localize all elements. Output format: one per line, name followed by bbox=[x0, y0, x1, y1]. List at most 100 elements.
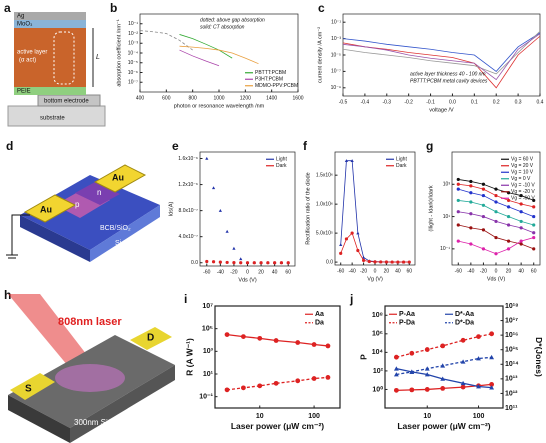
legend-label: Vg = -20 V bbox=[511, 189, 535, 195]
y-axis-label: P bbox=[358, 354, 368, 360]
y-tick-label: 10⁻¹ bbox=[440, 246, 450, 252]
x-axis-label: Vds (V) bbox=[487, 276, 506, 282]
x-tick-label: -0.5 bbox=[339, 99, 348, 105]
series-line bbox=[342, 33, 541, 81]
data-marker bbox=[532, 247, 536, 251]
legend-label: Vg = 0 V bbox=[511, 176, 531, 182]
y2-tick-label: 10¹⁴ bbox=[505, 361, 519, 368]
x-tick-label: 40 bbox=[272, 269, 278, 275]
y-tick-label: 1.6x10⁻⁶ bbox=[178, 156, 198, 162]
y-tick-label: 10⁵ bbox=[202, 326, 213, 333]
series-line bbox=[226, 376, 329, 391]
x-tick-label: 400 bbox=[136, 95, 145, 101]
legend-label: MDMO-PPV:PCBM bbox=[255, 83, 298, 89]
data-marker bbox=[489, 331, 495, 337]
legend-label: Da bbox=[315, 320, 324, 327]
thickness-label: L bbox=[96, 54, 100, 61]
data-marker bbox=[393, 387, 399, 393]
y-tick-label: 1.0x10⁶ bbox=[316, 201, 333, 207]
data-marker bbox=[456, 239, 460, 243]
region-label: n bbox=[97, 188, 101, 197]
series-line bbox=[139, 30, 193, 51]
data-marker bbox=[218, 260, 222, 264]
y-tick-label: 10⁻³ bbox=[128, 41, 138, 47]
ground-wire bbox=[11, 214, 30, 255]
series-line bbox=[340, 160, 410, 263]
x-axis-label: Laser power (μW cm⁻²) bbox=[397, 421, 490, 431]
y-tick-label: 1.2x10⁻⁶ bbox=[178, 182, 198, 188]
substrate-side bbox=[90, 205, 160, 262]
y-tick-label: 4.0x10⁻⁷ bbox=[179, 234, 199, 240]
y-tick-label: 10⁻⁷ bbox=[128, 80, 138, 86]
x-tick-label: -60 bbox=[455, 268, 462, 274]
substrate-side bbox=[20, 215, 90, 262]
series-line bbox=[179, 49, 220, 67]
x-tick-label: 100 bbox=[308, 413, 320, 420]
y-tick-label: 1.5x10⁶ bbox=[316, 173, 333, 179]
nanowire-network bbox=[55, 364, 125, 392]
series-line bbox=[458, 179, 534, 201]
panel-letter: j bbox=[349, 292, 353, 306]
data-marker bbox=[532, 198, 536, 203]
legend-label: P-Aa bbox=[399, 311, 415, 318]
layer-label: BCB/SiO₂ bbox=[100, 225, 131, 232]
series-line bbox=[340, 232, 410, 263]
layer-label: substrate bbox=[40, 116, 65, 122]
x-tick-label: 600 bbox=[162, 95, 171, 101]
x-axis-label: Laser power (μW cm⁻²) bbox=[231, 421, 324, 431]
data-marker bbox=[456, 223, 460, 227]
data-marker bbox=[456, 187, 460, 191]
y-tick-label: 10¹ bbox=[443, 214, 451, 220]
x-tick-label: -0.3 bbox=[382, 99, 391, 105]
x-tick-label: 20 bbox=[258, 269, 264, 275]
data-marker bbox=[239, 257, 243, 261]
legend-label: P3HT:PCBM bbox=[255, 77, 283, 83]
plot-frame bbox=[384, 305, 504, 409]
au-pad bbox=[93, 164, 147, 193]
data-marker bbox=[211, 260, 216, 264]
y-tick-label: 10⁻³ bbox=[331, 36, 341, 42]
y2-tick-label: 10¹⁸ bbox=[505, 303, 518, 310]
electrode-label: S bbox=[25, 384, 32, 395]
legend-label: Vg = 60 V bbox=[511, 157, 534, 163]
x-tick-label: 0 bbox=[495, 268, 498, 274]
y-tick-label: 5.0x10⁵ bbox=[316, 230, 333, 236]
panel-d: d Au Au p n BCB/SiO₂ Si++ bbox=[6, 139, 160, 262]
x-tick-label: 20 bbox=[384, 268, 390, 274]
panel-letter: h bbox=[4, 288, 11, 302]
y-axis-label: (Ilight - Idark)/Idark bbox=[428, 185, 434, 231]
y-tick-label: 10⁻⁵ bbox=[128, 60, 138, 66]
x-tick-label: -0.1 bbox=[426, 99, 435, 105]
series-line bbox=[396, 333, 492, 358]
panel-letter: d bbox=[6, 139, 13, 153]
series-line bbox=[342, 32, 541, 72]
layer-label: (α act) bbox=[19, 58, 36, 64]
legend-label: Dark bbox=[396, 163, 407, 169]
data-marker bbox=[218, 209, 222, 212]
x-tick-label: 1600 bbox=[292, 95, 303, 101]
moo3-layer bbox=[14, 20, 86, 28]
panel-letter: c bbox=[318, 1, 325, 15]
data-marker bbox=[532, 231, 536, 235]
panel-h: h 808nm laser S D 300nm SiO₂/n+Si bbox=[4, 288, 175, 443]
x-tick-label: 0.3 bbox=[515, 99, 522, 105]
layer-label: PEIE bbox=[17, 89, 31, 95]
annotation: PBTTT:PCBM metal cavity devices bbox=[410, 78, 488, 84]
y-tick-label: 10⁻⁶ bbox=[128, 70, 138, 76]
legend-label: Light bbox=[396, 157, 407, 163]
panel-a: a Ag MoO₃ active layer (α act) PEIE bott… bbox=[4, 1, 106, 127]
data-marker bbox=[225, 229, 229, 233]
y2-tick-label: 10¹¹ bbox=[505, 405, 518, 412]
data-marker bbox=[266, 261, 270, 265]
y-axis-label: R (A W⁻¹) bbox=[184, 338, 194, 376]
y2-axis-label: D*(Jones) bbox=[534, 337, 544, 377]
y-tick-label: 10⁻¹ bbox=[199, 394, 213, 401]
y-tick-label: 10⁴ bbox=[372, 349, 384, 356]
series-line bbox=[226, 333, 329, 347]
x-tick-label: 40 bbox=[395, 268, 401, 274]
y-tick-label: 10⁶ bbox=[372, 331, 383, 338]
y-tick-label: 10¹ bbox=[203, 371, 214, 378]
legend-label: Vg = 10 V bbox=[511, 170, 534, 176]
data-marker bbox=[489, 354, 495, 360]
